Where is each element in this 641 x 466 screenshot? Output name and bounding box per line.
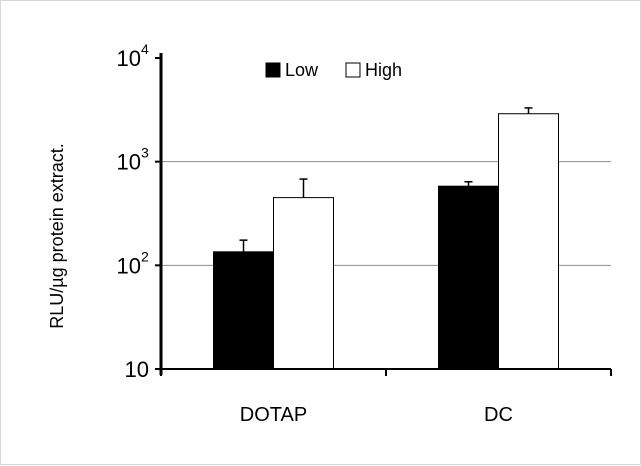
category-label-dc: DC bbox=[484, 404, 513, 426]
bar-high-dc bbox=[498, 113, 559, 370]
legend-label-low: Low bbox=[285, 60, 319, 80]
y-tick-label: 10 bbox=[117, 253, 141, 278]
y-tick-label: 10 bbox=[117, 46, 141, 71]
bar-high-dotap bbox=[273, 197, 334, 370]
bars bbox=[213, 107, 559, 370]
y-tick-label: 10 bbox=[125, 357, 149, 382]
bar-low-dc bbox=[438, 185, 499, 370]
y-axis-label: RLU/µg protein extract. bbox=[47, 143, 67, 328]
category-label-dotap: DOTAP bbox=[240, 404, 307, 426]
legend-swatch-low bbox=[265, 62, 281, 78]
y-tick-exponent: 4 bbox=[141, 41, 149, 57]
legend: Low High bbox=[265, 60, 402, 80]
bar-low-dotap bbox=[213, 251, 274, 370]
legend-label-high: High bbox=[365, 60, 402, 80]
y-tick-exponent: 3 bbox=[141, 145, 149, 161]
y-tick-exponent: 2 bbox=[141, 248, 149, 264]
y-tick-label: 10 bbox=[117, 150, 141, 175]
x-axis-categories: DOTAP DC bbox=[240, 404, 513, 426]
axes bbox=[159, 53, 612, 376]
legend-swatch-high bbox=[345, 62, 361, 78]
